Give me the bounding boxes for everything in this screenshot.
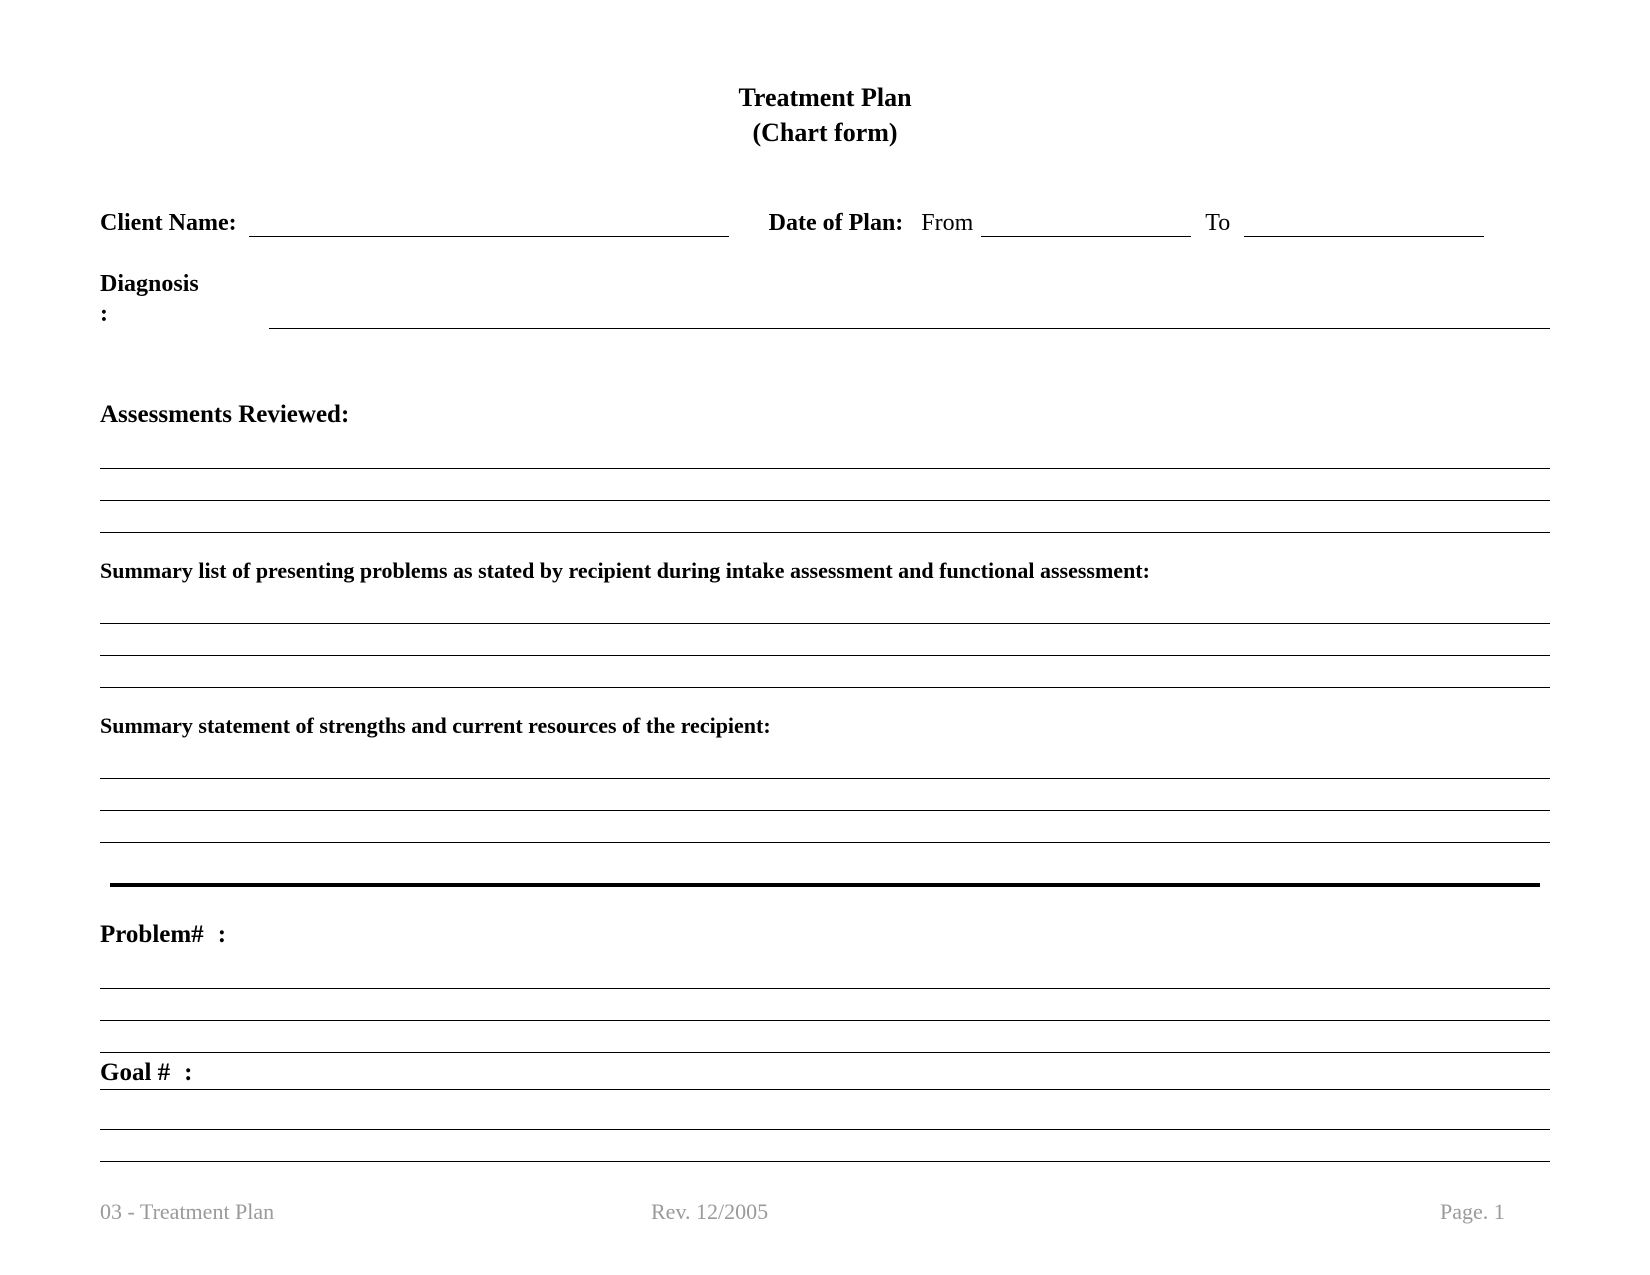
problem-label: Problem# — [100, 921, 204, 949]
form-header: Treatment Plan (Chart form) — [100, 80, 1550, 150]
subtitle: (Chart form) — [100, 115, 1550, 150]
summary-problems-line-1[interactable] — [100, 602, 1550, 624]
assessments-line-3[interactable] — [100, 511, 1550, 533]
problem-row: Problem# : — [100, 921, 1550, 949]
diagnosis-colon: : — [100, 299, 199, 329]
assessments-line-1[interactable] — [100, 447, 1550, 469]
problem-line-1[interactable] — [100, 967, 1550, 989]
goal-row: Goal # : — [100, 1059, 1550, 1090]
from-label: From — [921, 210, 973, 237]
title: Treatment Plan — [100, 80, 1550, 115]
footer-doc-name: 03 - Treatment Plan — [100, 1199, 651, 1225]
diagnosis-row: Diagnosis : — [100, 269, 1550, 329]
to-label: To — [1205, 210, 1230, 237]
page-footer: 03 - Treatment Plan Rev. 12/2005 Page. 1 — [100, 1199, 1550, 1225]
section-divider — [110, 883, 1540, 887]
summary-problems-line-2[interactable] — [100, 634, 1550, 656]
summary-strengths-row: Summary statement of strengths and curre… — [100, 713, 1550, 739]
footer-page: Page. 1 — [1260, 1199, 1550, 1225]
client-name-label: Client Name: — [100, 210, 237, 237]
summary-problems-row: Summary list of presenting problems as s… — [100, 558, 1550, 584]
assessments-row: Assessments Reviewed: — [100, 401, 1550, 429]
problem-colon: : — [218, 921, 226, 949]
diagnosis-label: Diagnosis — [100, 269, 199, 299]
problem-line-3[interactable] — [100, 1031, 1550, 1053]
from-date-input[interactable] — [981, 213, 1191, 237]
goal-colon: : — [184, 1059, 192, 1087]
assessments-line-2[interactable] — [100, 479, 1550, 501]
assessments-label: Assessments Reviewed: — [100, 401, 349, 429]
client-name-input[interactable] — [249, 213, 729, 237]
summary-strengths-line-1[interactable] — [100, 757, 1550, 779]
summary-strengths-line-3[interactable] — [100, 821, 1550, 843]
goal-label: Goal # — [100, 1059, 170, 1087]
to-date-input[interactable] — [1244, 213, 1484, 237]
client-date-row: Client Name: Date of Plan: From To — [100, 210, 1550, 237]
problem-line-2[interactable] — [100, 999, 1550, 1021]
summary-strengths-line-2[interactable] — [100, 789, 1550, 811]
date-of-plan-label: Date of Plan: — [769, 210, 904, 237]
summary-strengths-label: Summary statement of strengths and curre… — [100, 713, 771, 739]
summary-problems-line-3[interactable] — [100, 666, 1550, 688]
footer-revision: Rev. 12/2005 — [651, 1199, 1260, 1225]
diagnosis-input[interactable] — [269, 305, 1550, 329]
form-page: Treatment Plan (Chart form) Client Name:… — [0, 0, 1650, 1275]
summary-problems-label: Summary list of presenting problems as s… — [100, 558, 1150, 584]
goal-line-1[interactable] — [100, 1108, 1550, 1130]
goal-line-2[interactable] — [100, 1140, 1550, 1162]
